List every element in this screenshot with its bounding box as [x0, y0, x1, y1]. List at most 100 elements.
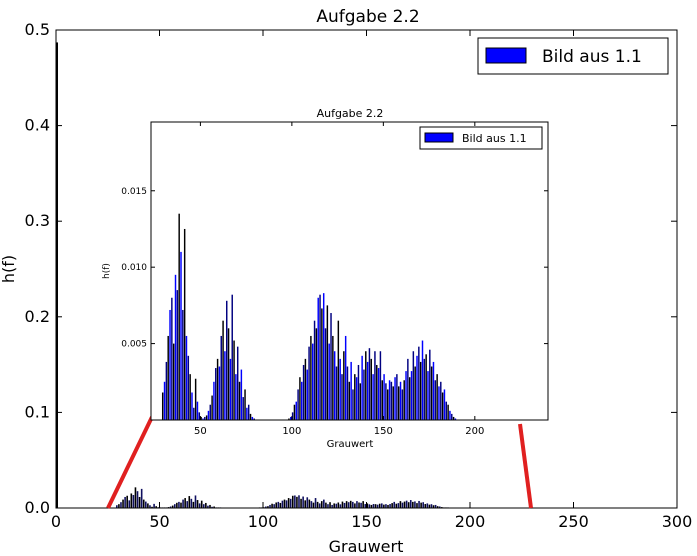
inset-bar	[238, 381, 241, 420]
zoom-connector-right	[518, 423, 533, 509]
inset-title: Aufgabe 2.2	[317, 107, 384, 120]
inset-bar	[434, 380, 437, 420]
inset-bar	[189, 374, 191, 420]
main-bar-spike	[56, 42, 58, 508]
main-bar	[380, 503, 383, 508]
inset-bar	[321, 308, 323, 420]
inset-bar	[180, 251, 182, 420]
inset-bar	[213, 381, 215, 420]
inset-bar	[194, 378, 197, 420]
main-bar	[422, 502, 424, 508]
main-x-tick-label: 0	[51, 512, 61, 531]
inset-bar	[441, 392, 444, 420]
inset-bar	[310, 335, 312, 420]
inset-x-tick-label: 200	[465, 426, 484, 437]
inset-bar	[185, 335, 188, 420]
inset-bar	[297, 389, 299, 420]
inset-x-tick-label: 150	[374, 426, 393, 437]
inset-bar	[332, 335, 334, 420]
main-bar	[418, 500, 420, 508]
main-bar	[273, 504, 275, 508]
inset-x-tick-label: 100	[282, 426, 301, 437]
main-bar	[294, 495, 296, 508]
main-bar	[360, 502, 362, 508]
main-bar	[200, 500, 203, 508]
main-bar	[269, 504, 271, 508]
inset-bar	[209, 404, 212, 420]
main-x-tick-label: 200	[455, 512, 486, 531]
inset-bar	[383, 374, 385, 420]
inset-bar	[293, 404, 296, 420]
inset-bar	[319, 294, 321, 420]
main-bar	[147, 503, 149, 508]
main-y-axis: 0.0 0.1 0.2 0.3 0.4 0.5	[25, 20, 677, 517]
inset-bar	[176, 290, 179, 420]
inset-bar	[414, 366, 416, 420]
inset-y-tick-label: 0.015	[121, 187, 147, 197]
main-legend-swatch	[485, 47, 527, 64]
inset-bar	[381, 380, 383, 420]
inset-bars	[161, 213, 457, 420]
main-bar	[354, 503, 356, 508]
main-bar	[169, 506, 172, 508]
main-y-tick-label: 0.1	[25, 402, 50, 421]
main-bar	[364, 504, 367, 508]
inset-bar	[410, 371, 413, 420]
main-bar	[362, 501, 364, 508]
inset-bar	[419, 361, 422, 420]
inset-bar	[379, 351, 382, 420]
inset-bar	[198, 412, 201, 420]
main-bar	[312, 502, 315, 508]
inset-bar	[324, 328, 327, 420]
inset-bar	[392, 386, 394, 420]
inset-bar	[178, 213, 180, 420]
inset-bar	[246, 407, 248, 420]
main-bar	[153, 503, 155, 508]
inset-bar	[183, 228, 186, 420]
inset-bar	[233, 340, 235, 420]
inset-bar	[429, 349, 431, 420]
inset-bar	[390, 381, 393, 420]
inset-bar	[337, 320, 340, 420]
main-bar	[347, 502, 350, 508]
inset-bar	[388, 380, 391, 420]
main-bar	[124, 496, 126, 508]
inset-y-tick-label: 0.010	[121, 263, 147, 273]
main-legend-label: Bild aus 1.1	[542, 47, 642, 67]
main-bar	[186, 501, 189, 508]
inset-bar	[220, 335, 222, 420]
inset-bar	[376, 364, 378, 420]
inset-bar	[405, 371, 407, 420]
main-bar	[173, 504, 176, 508]
main-bar	[306, 497, 309, 508]
main-bar	[368, 504, 371, 508]
main-bar	[267, 506, 269, 508]
inset-bar	[242, 397, 244, 420]
inset-bar	[408, 377, 411, 420]
main-x-tick-label: 150	[351, 512, 382, 531]
inset-bar	[454, 418, 457, 420]
inset-bar	[350, 361, 352, 420]
main-x-axis: 0 50 100 150 200 250 300	[51, 30, 692, 531]
main-bar	[207, 505, 209, 508]
main-bar	[331, 504, 333, 508]
inset-bar	[394, 377, 396, 420]
inset-bar	[169, 309, 171, 420]
inset-bar	[222, 320, 224, 420]
inset-bar	[226, 300, 228, 420]
inset-bar	[172, 343, 175, 420]
inset-bar	[368, 348, 371, 420]
main-bar	[277, 501, 280, 508]
inset-bar	[359, 383, 362, 420]
inset-bar	[447, 404, 449, 420]
main-bar	[343, 502, 346, 508]
main-bar	[296, 496, 298, 508]
main-bar	[138, 496, 141, 508]
inset-bar	[313, 320, 316, 420]
main-bar	[128, 500, 131, 508]
main-bar	[279, 502, 282, 508]
main-bar	[132, 494, 135, 508]
inset-legend-swatch	[424, 132, 454, 143]
inset-bar	[299, 377, 301, 420]
inset-bar	[311, 343, 314, 420]
